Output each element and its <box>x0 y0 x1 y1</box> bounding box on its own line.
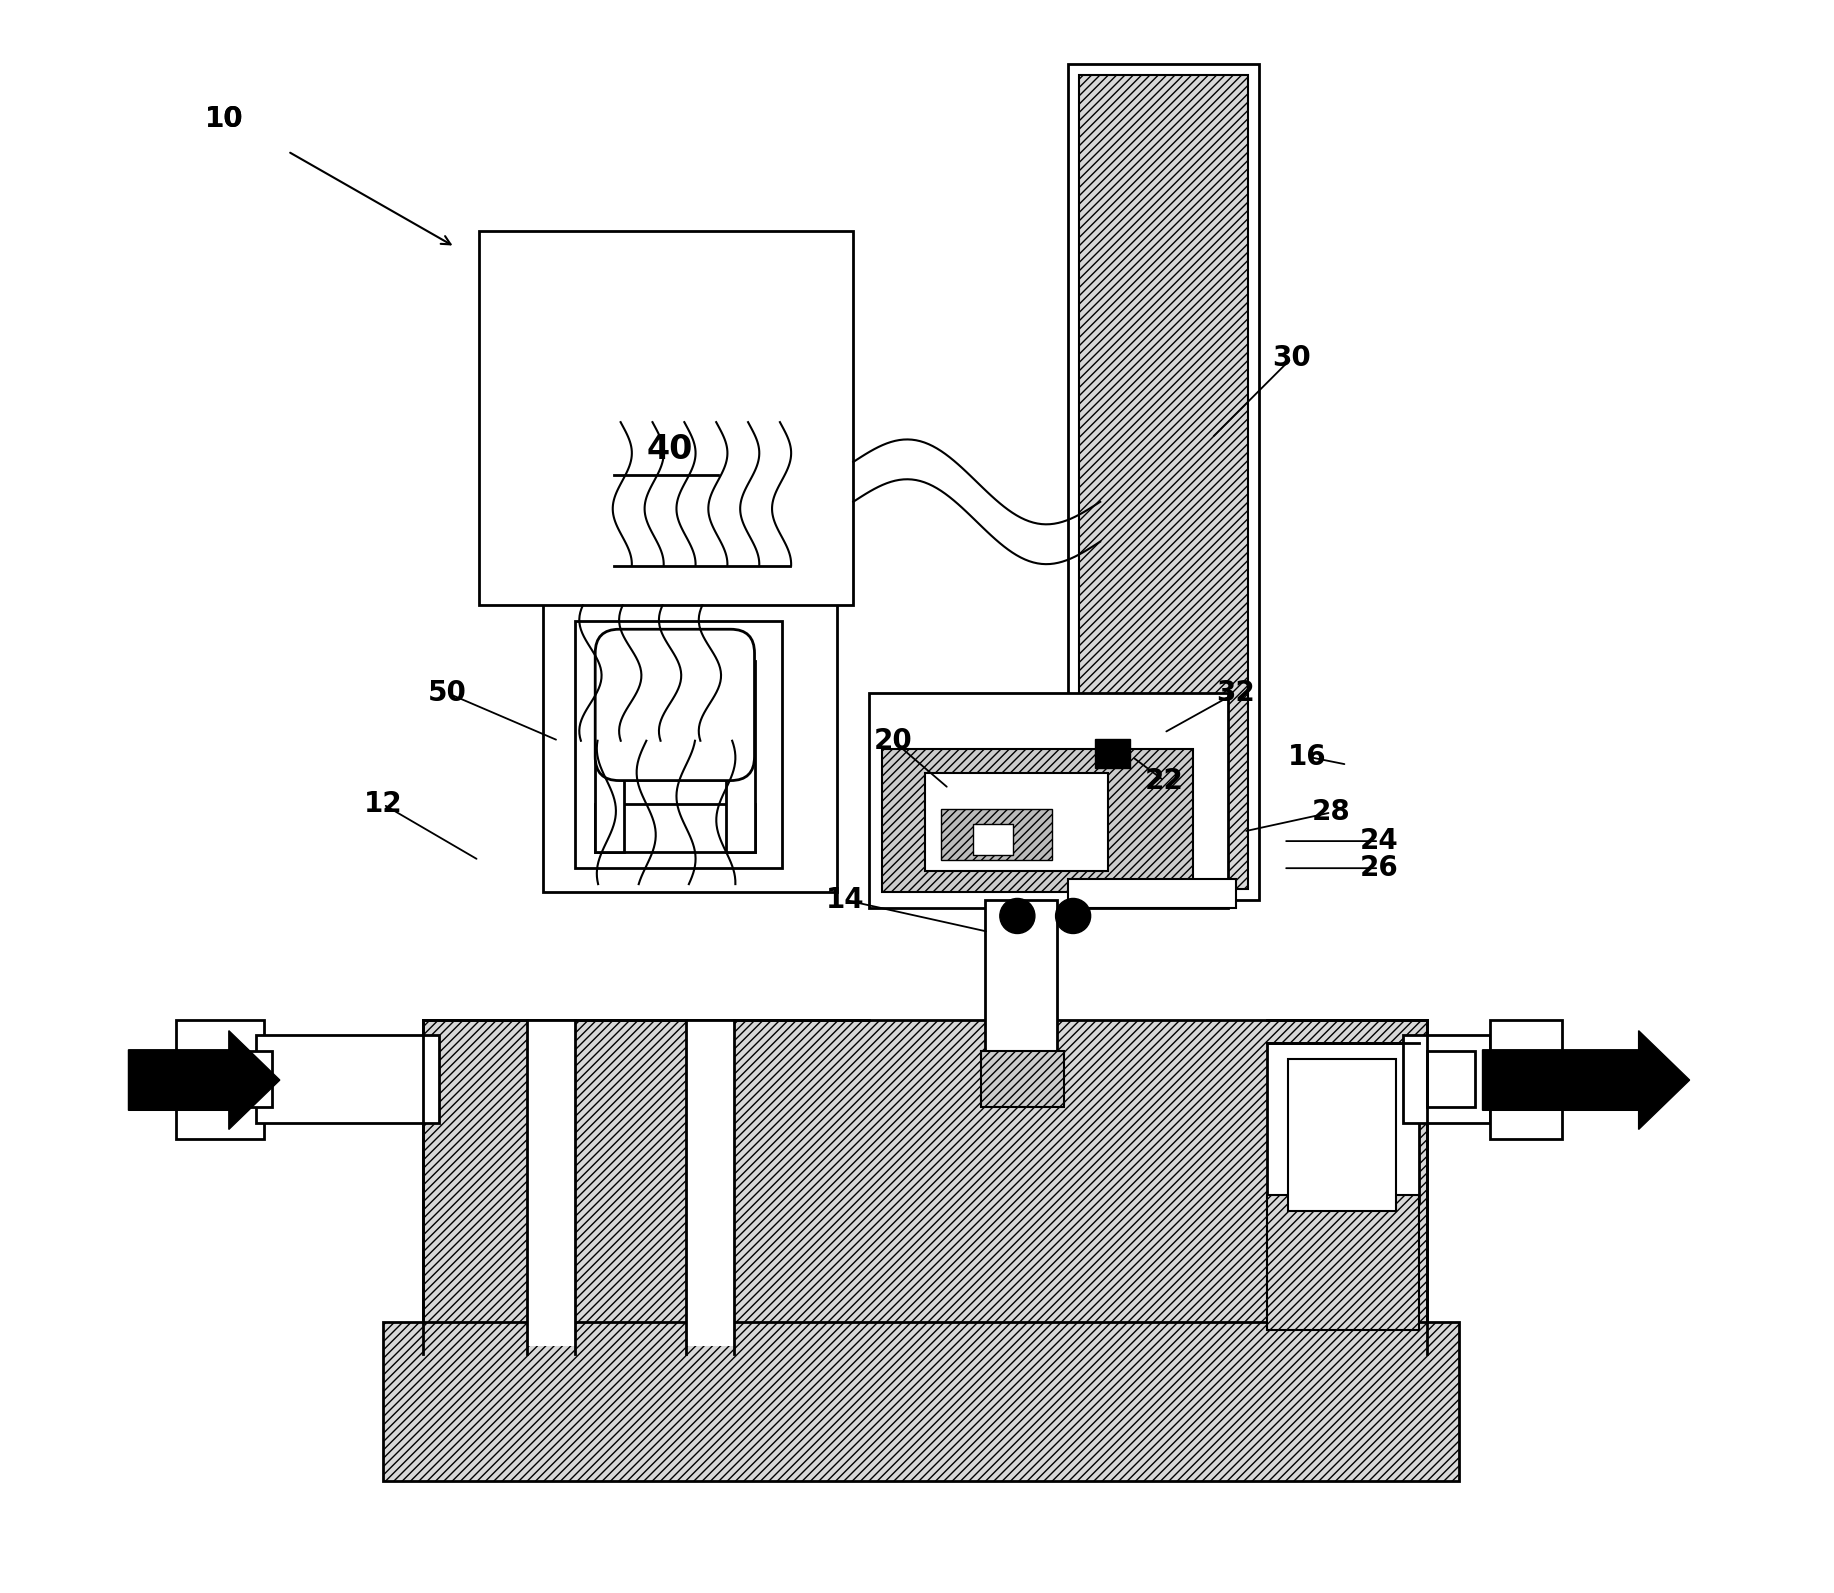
Bar <box>1080 75 1249 889</box>
Text: 20: 20 <box>873 726 913 755</box>
Bar <box>257 1035 438 1123</box>
FancyBboxPatch shape <box>596 629 754 781</box>
Bar <box>924 773 1108 871</box>
Text: 24: 24 <box>1359 827 1398 855</box>
Bar <box>526 1020 574 1346</box>
Bar <box>383 1322 1458 1481</box>
Text: 32: 32 <box>1216 679 1254 707</box>
Bar <box>941 809 1053 860</box>
Bar <box>224 1051 271 1107</box>
Bar <box>574 621 781 868</box>
Text: 12: 12 <box>363 790 403 819</box>
Circle shape <box>1056 898 1091 933</box>
FancyArrow shape <box>1482 1031 1689 1129</box>
Bar <box>596 804 754 852</box>
Bar <box>882 749 1192 892</box>
Bar <box>424 1020 1427 1354</box>
Text: 22: 22 <box>1144 766 1183 795</box>
Bar <box>596 661 754 852</box>
Bar <box>596 661 624 852</box>
FancyArrow shape <box>128 1031 281 1129</box>
Bar <box>543 566 838 892</box>
Bar <box>686 1020 734 1346</box>
Bar <box>1427 1051 1475 1107</box>
Text: 14: 14 <box>825 886 864 914</box>
Bar <box>176 1020 264 1139</box>
Text: 50: 50 <box>427 679 466 707</box>
Bar <box>726 661 754 852</box>
Text: 16: 16 <box>1287 742 1326 771</box>
Circle shape <box>1000 898 1034 933</box>
Text: 28: 28 <box>1311 798 1350 827</box>
Bar <box>1403 1035 1491 1123</box>
Bar <box>1069 879 1236 908</box>
Text: 10: 10 <box>205 105 244 134</box>
Text: 40: 40 <box>647 433 693 465</box>
Bar <box>1267 1043 1420 1203</box>
Bar <box>1069 64 1260 900</box>
Bar <box>1491 1020 1563 1139</box>
Bar <box>981 1051 1064 1107</box>
Bar <box>1267 1195 1420 1330</box>
Text: 10: 10 <box>205 105 244 134</box>
Bar <box>869 693 1227 908</box>
Bar <box>479 231 853 605</box>
Bar <box>1287 1059 1396 1211</box>
Bar <box>985 900 1056 1059</box>
Text: 26: 26 <box>1359 854 1398 883</box>
Text: 30: 30 <box>1273 344 1311 373</box>
Bar <box>1095 739 1130 768</box>
Bar <box>972 824 1012 855</box>
